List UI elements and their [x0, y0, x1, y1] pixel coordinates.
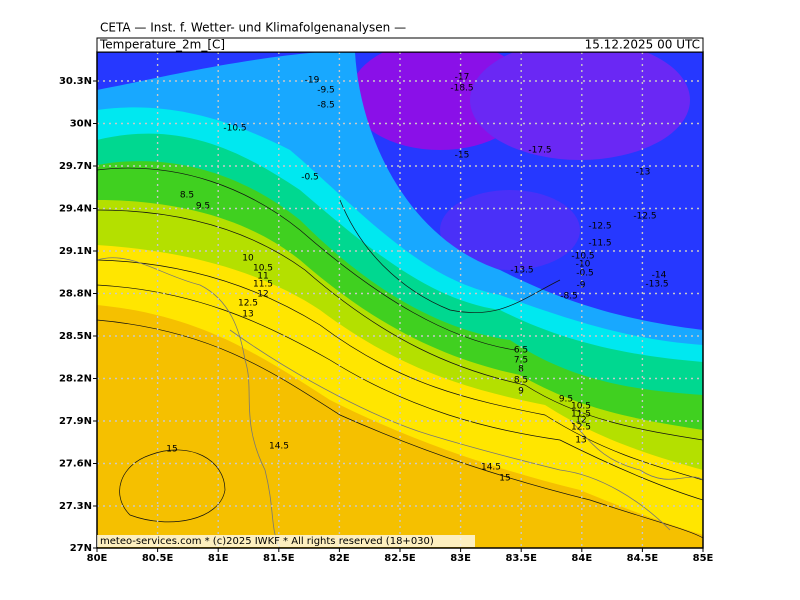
contour-label: 7.5	[514, 356, 528, 366]
contour-label: 13	[575, 436, 586, 446]
variable-name: Temperature_2m_[C]	[99, 38, 225, 52]
lon-label: 84.5E	[627, 553, 659, 564]
lat-label: 29.7N	[59, 161, 92, 172]
contour-label: 15	[499, 474, 510, 484]
contour-label: 11.5	[253, 280, 273, 290]
lon-label: 82E	[329, 553, 350, 564]
contour-label: 8.5	[514, 376, 528, 386]
contour-label: -0.5	[301, 173, 319, 183]
borders	[97, 257, 703, 548]
lon-label: 85E	[693, 553, 714, 564]
lat-label: 29.4N	[59, 204, 92, 215]
contour-label: -17	[455, 73, 470, 83]
lat-label: 28.2N	[59, 374, 92, 385]
contour-label: 14.5	[269, 442, 289, 452]
field-orange	[97, 305, 703, 548]
graticule	[97, 52, 703, 548]
contour-label: 10.5	[253, 264, 273, 274]
contour-label: -17.5	[528, 146, 551, 156]
contour-label: -13.5	[645, 280, 668, 290]
contour-label: -12.5	[633, 212, 656, 222]
contour-label: 10	[242, 254, 254, 264]
lon-label: 83.5E	[505, 553, 537, 564]
lat-label: 27.9N	[59, 416, 92, 427]
contour-label: -13	[636, 168, 651, 178]
contour-label: -10.5	[223, 124, 246, 134]
contour-label: -10	[576, 260, 591, 270]
lon-label: 82.5E	[384, 553, 416, 564]
lon-label: 83E	[450, 553, 471, 564]
lat-label: 28.5N	[59, 331, 92, 342]
contour-label: -8.5	[560, 292, 578, 302]
contour-label: 15	[166, 445, 177, 455]
lat-label: 30N	[70, 119, 92, 130]
header-bar	[96, 37, 704, 53]
lon-label: 81E	[208, 553, 229, 564]
contour-label: 6.5	[514, 346, 528, 356]
contour-label: -19	[305, 76, 320, 86]
header-title: CETA — Inst. f. Wetter- und Klimafolgena…	[100, 21, 406, 35]
lon-label: 80E	[87, 553, 108, 564]
lon-label: 81.5E	[263, 553, 295, 564]
lat-label: 29.1N	[59, 246, 92, 257]
contour-label: -10.5	[571, 252, 594, 262]
lat-label: 27N	[70, 543, 92, 554]
lat-label: 30.3N	[59, 76, 92, 87]
contour-label: -8.5	[317, 101, 335, 111]
field-violet	[440, 190, 580, 270]
temperature-field	[97, 52, 703, 548]
valid-time: 15.12.2025 00 UTC	[585, 38, 700, 52]
contour-label: 9	[518, 387, 524, 397]
contour-label: 13	[242, 310, 253, 320]
contour-label: 12	[575, 416, 586, 426]
contour-label: 9.5	[559, 395, 573, 405]
contour-label: 11	[257, 272, 268, 282]
contour-label: -18.5	[450, 84, 473, 94]
contour-label: -14	[652, 271, 667, 281]
contour-label: 11.5	[571, 410, 591, 420]
contour-label: 12.5	[238, 299, 258, 309]
field-violet	[470, 52, 690, 160]
lon-label: 80.5E	[142, 553, 174, 564]
contour-labels: -10.5 -19-9.5 -8.5 -0.5 -17-18.5 -17.5 -15 -13 -…	[166, 73, 668, 484]
contour-label: -11.5	[588, 239, 611, 249]
lat-label: 27.6N	[59, 459, 92, 470]
contour-label: -15	[455, 151, 470, 161]
copyright: meteo-services.com * (c)2025 IWKF * All …	[100, 536, 434, 547]
footer-bg	[97, 535, 475, 547]
contour-label: -13.5	[510, 266, 533, 276]
lat-label: 27.3N	[59, 501, 92, 512]
contour-label: -12.5	[588, 222, 611, 232]
contour-label: -9	[577, 281, 586, 291]
contour-label: -0.5	[576, 269, 594, 279]
contour-label: 8	[518, 365, 524, 375]
lon-label: 84E	[571, 553, 592, 564]
contour-label: 12	[257, 290, 268, 300]
contour-label: 14.5	[481, 463, 501, 473]
lat-label: 28.8N	[59, 289, 92, 300]
contours	[97, 167, 703, 539]
contour-label: 8.5	[180, 191, 194, 201]
contour-label: 12.5	[571, 423, 591, 433]
contour-label: 10.5	[571, 402, 591, 412]
contour-label: 9.5	[196, 202, 210, 212]
contour-label: -9.5	[317, 86, 335, 96]
